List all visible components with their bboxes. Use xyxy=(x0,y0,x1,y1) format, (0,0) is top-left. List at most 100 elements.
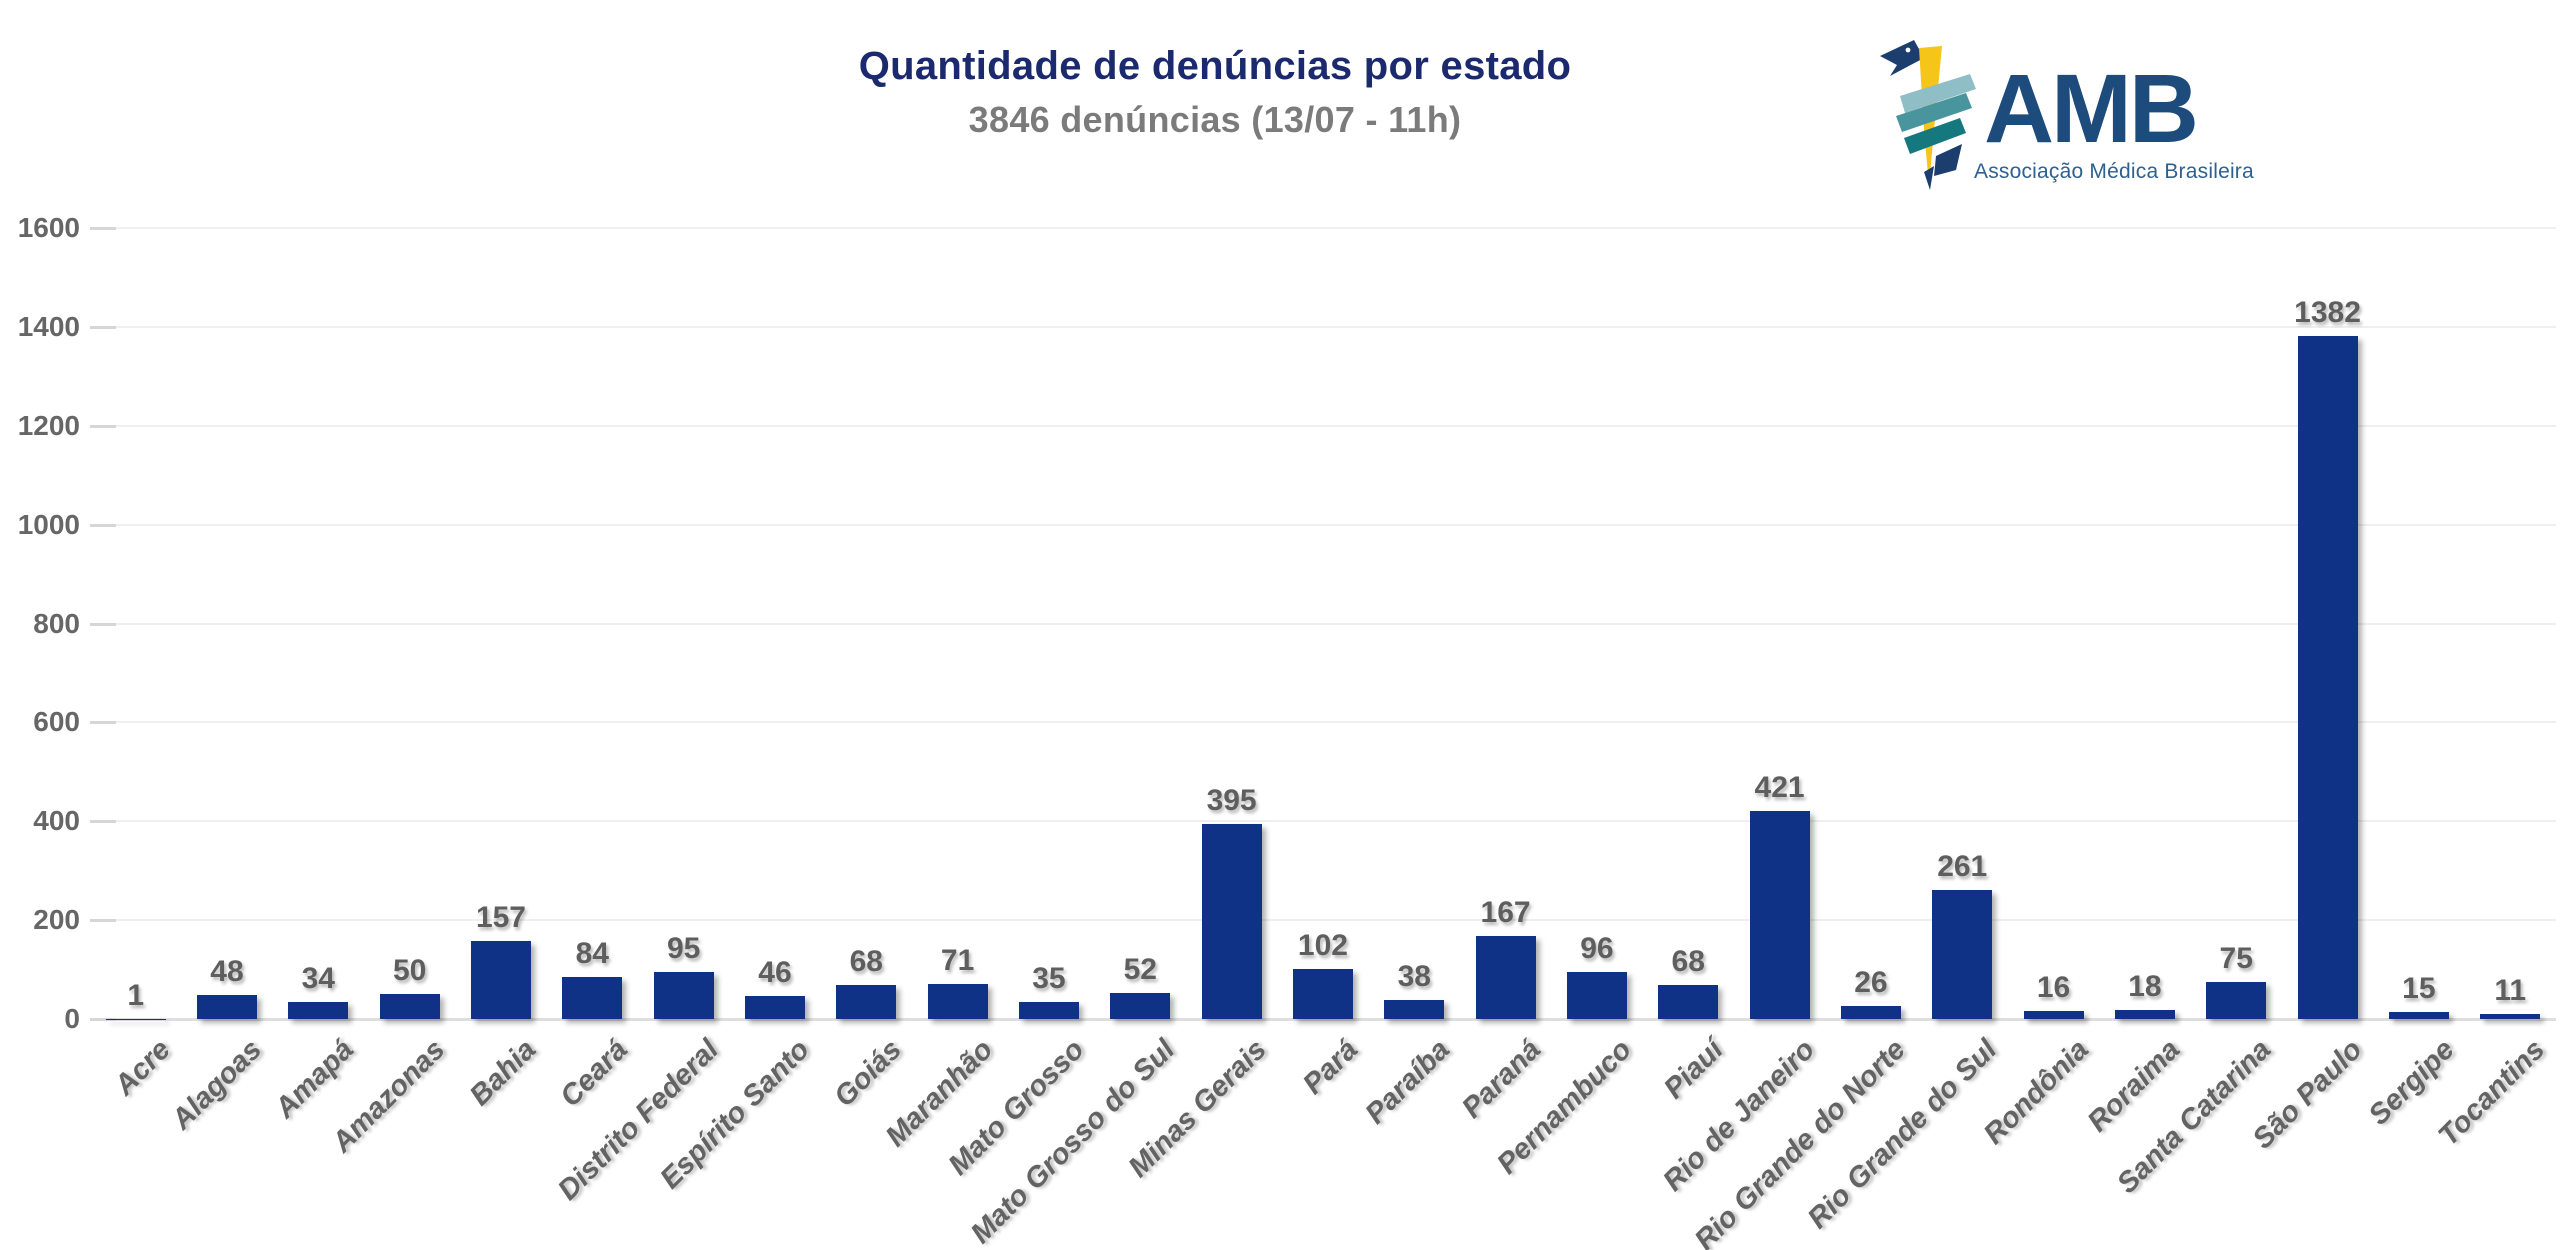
bar-slot: 50 xyxy=(364,228,455,1019)
chart-title: Quantidade de denúncias por estado xyxy=(858,44,1572,88)
bar-value-label: 1382 xyxy=(2294,295,2361,329)
bar-value-label: 34 xyxy=(301,962,335,996)
bar-Ceará xyxy=(562,977,623,1019)
bar-Mato Grosso do Sul xyxy=(1110,993,1171,1019)
bar-value-label: 11 xyxy=(2494,973,2527,1007)
bar-slot: 1382 xyxy=(2282,228,2373,1019)
y-axis-tick xyxy=(90,919,116,923)
bar-value-label: 1 xyxy=(127,978,144,1012)
bar-Amapá xyxy=(288,1002,349,1019)
bar-value-label: 46 xyxy=(758,956,792,990)
y-axis-tick-label: 600 xyxy=(33,706,80,738)
y-axis-tick-label: 1400 xyxy=(17,310,80,342)
bar-slot: 84 xyxy=(547,228,638,1019)
bar-slot: 34 xyxy=(273,228,364,1019)
x-axis-label: Amazonas xyxy=(325,1033,451,1159)
bar-Rio de Janeiro xyxy=(1749,810,1810,1019)
bar-value-label: 68 xyxy=(849,945,883,979)
gridline xyxy=(90,325,2556,328)
bar-value-label: 96 xyxy=(1580,931,1614,965)
bar-value-label: 50 xyxy=(392,954,427,988)
bar-Mato Grosso xyxy=(1018,1001,1079,1019)
y-axis-tick-label: 800 xyxy=(33,607,80,639)
bar-Alagoas xyxy=(196,995,257,1019)
gridline xyxy=(90,227,2556,229)
bar-value-label: 38 xyxy=(1397,960,1431,994)
bar-slot: 11 xyxy=(2465,228,2556,1019)
bar-slot: 75 xyxy=(2191,228,2282,1019)
chart-subtitle: 3846 denúncias (13/07 - 11h) xyxy=(968,99,1462,140)
amb-logo-text: AMB xyxy=(1984,54,2199,163)
bar-Rondônia xyxy=(2023,1011,2084,1019)
bar-slot: 68 xyxy=(1643,228,1734,1019)
bar-value-label: 102 xyxy=(1297,928,1348,962)
y-axis-tick xyxy=(90,820,116,824)
bar-Pará xyxy=(1292,968,1353,1019)
bar-Sergipe xyxy=(2388,1011,2449,1019)
amb-logo-subtext: Associação Médica Brasileira xyxy=(1974,160,2254,183)
bar-Espírito Santo xyxy=(744,996,805,1019)
y-axis-tick-label: 1200 xyxy=(17,409,80,441)
bar-slot: 15 xyxy=(2373,228,2464,1019)
bar-slot: 38 xyxy=(1369,228,1460,1019)
bar-slot: 421 xyxy=(1734,228,1825,1019)
bar-value-label: 95 xyxy=(666,932,701,966)
bar-Piauí xyxy=(1658,985,1719,1019)
amb-caduceus-icon xyxy=(1880,40,1976,190)
bar-slot: 261 xyxy=(1917,228,2008,1019)
bar-slot: 71 xyxy=(912,228,1003,1019)
bar-slot: 157 xyxy=(455,228,546,1019)
bar-value-label: 15 xyxy=(2402,971,2436,1005)
bar-value-label: 68 xyxy=(1671,945,1705,979)
x-axis-label: Espírito Santo xyxy=(654,1033,817,1196)
bars-area: 1 48 34 50 157 84 95 46 68 71 35 52 395 102 38 167 96 68 4… xyxy=(90,228,2556,1019)
y-axis-tick xyxy=(90,523,116,527)
bar-value-label: 71 xyxy=(940,943,975,977)
x-axis-label-anchor: Alagoas xyxy=(134,1034,268,1136)
bar-Maranhão xyxy=(927,983,988,1019)
y-axis-tick-label: 400 xyxy=(33,805,80,837)
bar-value-label: 18 xyxy=(2128,970,2162,1004)
bar-Goiás xyxy=(836,985,897,1019)
bar-slot: 1 xyxy=(90,228,181,1019)
x-axis-label-anchor: Tocantins xyxy=(2394,1034,2552,1153)
x-axis-label-anchor: Pernambuco xyxy=(1441,1034,1638,1181)
chart-header: Quantidade de denúncias por estado 3846 … xyxy=(0,44,2560,140)
bar-value-label: 395 xyxy=(1206,783,1257,817)
bar-slot: 95 xyxy=(638,228,729,1019)
y-axis-tick-label: 1600 xyxy=(17,212,80,243)
bar-slot: 395 xyxy=(1186,228,1277,1019)
x-axis-label: Minas Gerais xyxy=(1122,1033,1273,1184)
bar-value-label: 35 xyxy=(1032,961,1066,995)
y-axis-tick-label: 200 xyxy=(33,904,80,936)
x-axis-label-anchor: São Paulo xyxy=(2207,1034,2369,1156)
bar-Roraima xyxy=(2114,1010,2175,1019)
x-axis-label: Rio Grande do Sul xyxy=(1802,1033,2004,1236)
bar-value-label: 26 xyxy=(1854,966,1888,1000)
bar-value-label: 48 xyxy=(210,955,244,989)
gridline xyxy=(90,1018,2556,1021)
y-axis-tick xyxy=(90,424,116,428)
bar-Amazonas xyxy=(379,994,440,1019)
gridline xyxy=(90,523,2556,526)
y-axis-tick xyxy=(90,1018,116,1021)
bar-Bahia xyxy=(470,941,531,1019)
bar-slot: 52 xyxy=(1095,228,1186,1019)
bar-slot: 26 xyxy=(1825,228,1916,1019)
bar-Tocantins xyxy=(2480,1013,2541,1019)
y-axis-tick xyxy=(90,227,116,230)
bar-slot: 18 xyxy=(2099,228,2190,1019)
bar-value-label: 157 xyxy=(475,901,526,935)
bar-value-label: 84 xyxy=(575,937,609,971)
gridline xyxy=(90,721,2556,724)
y-axis-tick-label: 0 xyxy=(64,1003,80,1034)
x-axis-label-anchor: Minas Gerais xyxy=(1071,1034,1273,1184)
x-axis-label-anchor: Amazonas xyxy=(285,1034,451,1159)
bar-São Paulo xyxy=(2297,335,2358,1019)
bar-slot: 48 xyxy=(181,228,272,1019)
bar-value-label: 261 xyxy=(1937,849,1988,883)
bar-Rio Grande do Sul xyxy=(1932,889,1993,1019)
bar-Santa Catarina xyxy=(2206,981,2267,1019)
amb-logo: AMB Associação Médica Brasileira xyxy=(1878,28,2318,193)
bar-Rio Grande do Norte xyxy=(1840,1006,1901,1019)
